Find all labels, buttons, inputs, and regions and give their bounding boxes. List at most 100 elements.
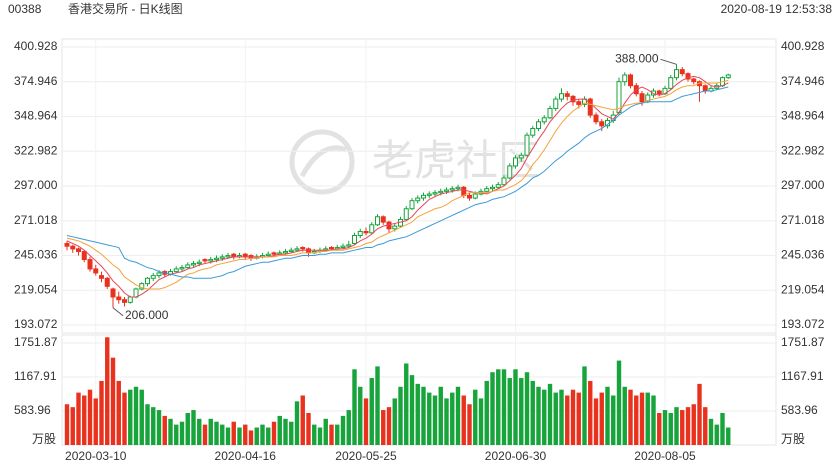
volume-bar — [415, 383, 420, 445]
volume-bar — [444, 398, 449, 445]
volume-bar — [392, 398, 397, 445]
candle-body — [352, 234, 357, 245]
candle-body — [185, 264, 191, 269]
volume-bar — [122, 392, 127, 445]
volume-bar — [93, 398, 98, 445]
stock-code: 00388 — [8, 2, 42, 16]
candle-body — [628, 74, 633, 87]
candle-body — [449, 188, 455, 191]
volume-bar — [386, 407, 392, 445]
candle-body — [725, 74, 731, 79]
volume-unit-left: 万股 — [32, 432, 56, 446]
candle-body — [576, 101, 582, 105]
volume-tick-label-right: 1751.87 — [781, 335, 825, 349]
candle-body — [99, 275, 104, 279]
candle-body — [524, 134, 530, 156]
volume-bar — [271, 421, 277, 445]
volume-bar — [220, 424, 225, 445]
candle-body — [64, 243, 70, 247]
candle-body — [553, 98, 559, 109]
volume-bar — [570, 389, 576, 445]
volume-bar — [277, 415, 282, 445]
volume-bar — [312, 424, 317, 445]
candle-body — [507, 165, 513, 179]
volume-bar — [179, 421, 185, 445]
volume-bar — [691, 404, 696, 445]
candle-body — [340, 245, 346, 249]
volume-bar — [197, 418, 202, 445]
candle-body — [363, 230, 369, 234]
candle-body — [300, 247, 306, 250]
candle-body — [674, 69, 679, 79]
volume-bar — [467, 404, 472, 445]
candle-body — [196, 261, 202, 265]
candle-body — [375, 216, 380, 226]
volume-bar — [352, 369, 357, 445]
volume-bar — [208, 418, 213, 445]
volume-bar — [473, 389, 478, 445]
y-tick-label-right: 348.964 — [781, 109, 825, 123]
volume-bar — [151, 407, 156, 445]
y-tick-label-left: 348.964 — [14, 109, 58, 123]
candle-body — [283, 251, 288, 254]
volume-tick-label-right: 1167.91 — [781, 369, 824, 383]
volume-bar — [110, 357, 116, 445]
volume-bar — [720, 412, 725, 445]
candle-body — [156, 272, 162, 277]
volume-bar — [162, 415, 167, 445]
candle-body — [357, 230, 363, 236]
volume-bar — [427, 392, 432, 445]
y-tick-label-left: 219.054 — [14, 282, 58, 296]
candle-body — [455, 186, 461, 190]
volume-bar — [553, 392, 558, 445]
candle-body — [461, 186, 467, 196]
candle-body — [202, 259, 208, 262]
y-tick-label-left: 193.072 — [14, 317, 58, 331]
x-tick-label: 2020-08-05 — [634, 449, 696, 463]
candle-body — [110, 288, 116, 298]
y-tick-label-right: 245.036 — [781, 248, 825, 262]
candle-body — [219, 256, 225, 259]
volume-bar — [335, 424, 340, 445]
candle-body — [518, 154, 524, 159]
candle-body — [179, 267, 185, 270]
chart-title: 香港交易所 - 日K线图 — [68, 1, 183, 16]
volume-bar — [409, 375, 415, 445]
volume-bar — [513, 369, 518, 445]
volume-bar — [588, 380, 593, 445]
x-tick-label: 2020-04-16 — [215, 449, 277, 463]
volume-bar — [404, 363, 409, 445]
volume-bar — [547, 383, 553, 445]
volume-tick-label-right: 583.96 — [781, 403, 818, 417]
y-tick-label-right: 374.946 — [781, 74, 825, 88]
volume-bar — [634, 395, 639, 445]
volume-bar — [243, 424, 248, 445]
volume-bar — [616, 360, 622, 445]
volume-bar — [225, 427, 231, 445]
timestamp: 2020-08-19 12:53:38 — [721, 2, 833, 16]
candle-body — [93, 268, 99, 274]
candle-body — [116, 296, 122, 301]
volume-bar — [191, 410, 196, 445]
y-tick-label-right: 322.982 — [781, 143, 825, 157]
volume-bar — [639, 392, 645, 445]
volume-bar — [294, 401, 300, 445]
volume-bar — [116, 380, 121, 445]
watermark-logo — [289, 129, 355, 195]
candle-body — [495, 184, 501, 188]
y-tick-label-left: 400.928 — [14, 39, 58, 53]
candle-body — [668, 77, 674, 89]
candle-body — [651, 90, 656, 96]
volume-bar — [703, 407, 708, 445]
high-annotation: 388.000 — [615, 51, 659, 65]
candle-body — [685, 73, 691, 80]
candle-body — [145, 277, 150, 285]
candle-body — [208, 259, 214, 262]
candle-body — [122, 299, 127, 303]
ma-line — [66, 75, 729, 298]
y-tick-label-right: 297.000 — [781, 178, 825, 192]
volume-bar — [599, 392, 604, 445]
volume-bar — [99, 380, 104, 445]
volume-bar — [461, 395, 466, 445]
candle-body — [570, 95, 576, 103]
